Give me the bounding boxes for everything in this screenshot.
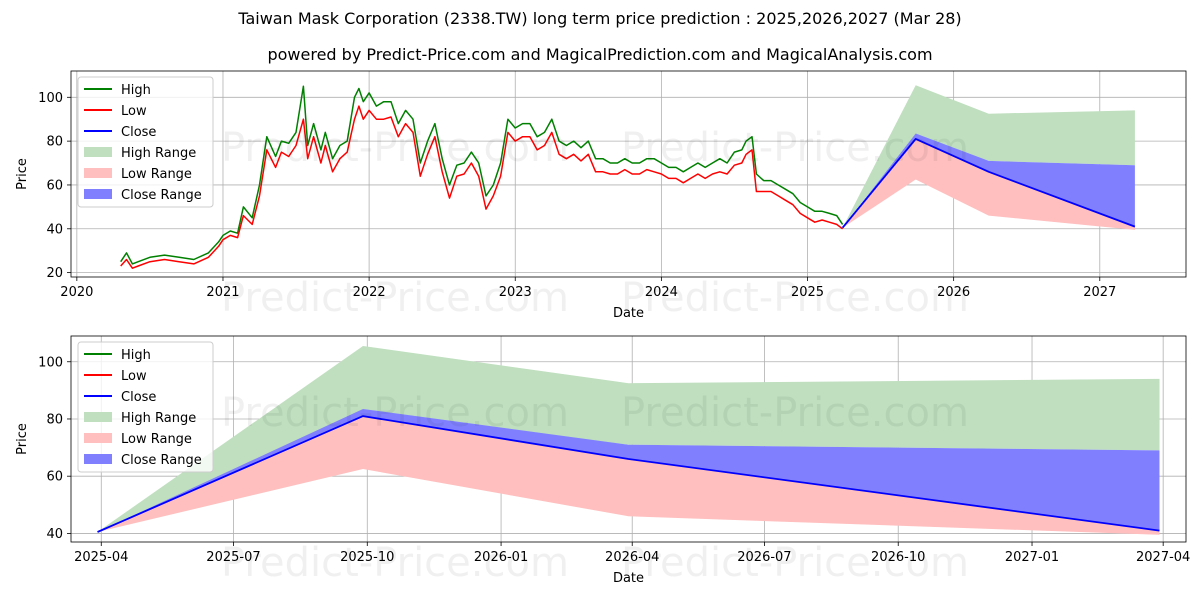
p1-y-tick-label: 20 xyxy=(46,266,63,281)
p2-legend-label: Low Range xyxy=(121,432,192,447)
p1-legend-label: Low Range xyxy=(121,167,192,182)
p1-watermark-lower-center: Predict-Price.com xyxy=(621,275,969,321)
p2-x-tick-label: 2027-04 xyxy=(1136,550,1190,565)
p1-legend-swatch-patch xyxy=(84,168,112,178)
p2-axes-frame xyxy=(70,335,1187,543)
p1-x-tick-label: 2020 xyxy=(60,285,93,300)
p1-legend-swatch-patch xyxy=(84,147,112,157)
p2-legend-label: Close xyxy=(121,390,156,405)
p1-legend-label: Close xyxy=(121,125,156,140)
p1-watermark-center: Predict-Price.com xyxy=(621,125,969,171)
p2-x-tick-label: 2025-04 xyxy=(74,550,128,565)
p2-high-range-band xyxy=(97,346,1160,532)
p2-legend-label: Low xyxy=(121,369,147,384)
p1-y-axis-label: Price xyxy=(15,158,30,190)
p1-x-tick-label: 2022 xyxy=(353,285,386,300)
p1-axes-frame xyxy=(70,70,1187,278)
p2-x-tick-label: 2027-01 xyxy=(1005,550,1059,565)
p1-plot-area xyxy=(71,71,1186,277)
chart-subtitle: powered by Predict-Price.com and Magical… xyxy=(267,45,933,64)
p1-y-tick-label: 80 xyxy=(46,135,63,150)
p1-x-tick-label: 2026 xyxy=(937,285,970,300)
p2-legend-label: High Range xyxy=(121,411,196,426)
p2-plot-area xyxy=(71,336,1186,542)
p1-x-tick-label: 2021 xyxy=(206,285,239,300)
p2-legend-label: High xyxy=(121,348,151,363)
p2-x-tick-label: 2026-10 xyxy=(871,550,925,565)
p1-legend-label: Low xyxy=(121,104,147,119)
p1-x-tick-label: 2027 xyxy=(1083,285,1116,300)
p2-x-tick-label: 2026-07 xyxy=(737,550,791,565)
p2-watermark-lower-center: Predict-Price.com xyxy=(621,540,969,586)
p2-close-range-band xyxy=(97,409,1160,532)
p1-legend-swatch-patch xyxy=(84,189,112,199)
chart-title: Taiwan Mask Corporation (2338.TW) long t… xyxy=(238,9,962,28)
p1-low-range-band xyxy=(842,138,1135,230)
p1-watermark-left: Predict-Price.com xyxy=(221,125,569,171)
p2-legend-swatch-patch xyxy=(84,412,112,422)
p2-x-tick-label: 2025-10 xyxy=(340,550,394,565)
p2-watermark-center: Predict-Price.com xyxy=(621,390,969,436)
p2-y-tick-label: 40 xyxy=(46,527,63,542)
p2-y-tick-label: 80 xyxy=(46,412,63,427)
p2-y-axis-label: Price xyxy=(15,423,30,455)
p2-x-axis-label: Date xyxy=(613,571,644,586)
p2-legend-swatch-patch xyxy=(84,454,112,464)
p1-legend-label: Close Range xyxy=(121,188,202,203)
p2-legend-swatch-patch xyxy=(84,433,112,443)
p2-x-tick-label: 2026-01 xyxy=(474,550,528,565)
p1-close-range-band xyxy=(842,133,1135,228)
p1-low-series xyxy=(120,105,844,269)
p2-y-tick-label: 100 xyxy=(38,355,63,370)
p1-y-tick-label: 40 xyxy=(46,222,63,237)
p2-legend-label: Close Range xyxy=(121,453,202,468)
p2-close-forecast-series xyxy=(97,415,1160,533)
p1-y-tick-label: 100 xyxy=(38,91,63,106)
p2-y-tick-label: 60 xyxy=(46,470,63,485)
p2-x-tick-label: 2026-04 xyxy=(605,550,659,565)
p1-x-tick-label: 2024 xyxy=(645,285,678,300)
p2-watermark-lower-left: Predict-Price.com xyxy=(221,540,569,586)
p1-high-range-band xyxy=(842,85,1135,228)
p1-close-forecast-series xyxy=(841,138,1136,229)
p1-y-tick-label: 60 xyxy=(46,178,63,193)
p1-x-tick-label: 2025 xyxy=(791,285,824,300)
p1-x-tick-label: 2023 xyxy=(499,285,532,300)
p2-x-tick-label: 2025-07 xyxy=(206,550,260,565)
p1-legend-label: High Range xyxy=(121,146,196,161)
p2-low-range-band xyxy=(97,416,1160,535)
p2-watermark-left: Predict-Price.com xyxy=(221,390,569,436)
p1-watermark-lower-left: Predict-Price.com xyxy=(221,275,569,321)
p1-x-axis-label: Date xyxy=(613,306,644,321)
p1-legend-label: High xyxy=(121,83,151,98)
p1-high-series xyxy=(120,85,844,265)
